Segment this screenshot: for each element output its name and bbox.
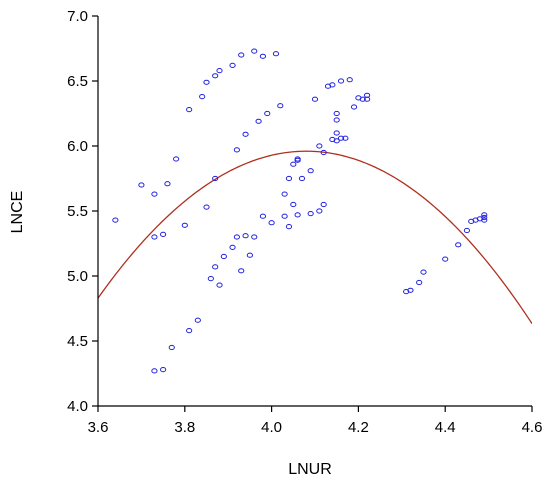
data-point (481, 214, 488, 221)
fit-curve-layer (98, 150, 532, 324)
data-point (337, 135, 345, 141)
data-point (290, 161, 297, 167)
data-point (333, 130, 340, 136)
data-point (346, 77, 353, 83)
x-tick-label: 3.6 (88, 419, 109, 436)
data-point (281, 191, 288, 197)
data-point (233, 234, 240, 240)
data-point (320, 201, 327, 208)
data-point (420, 269, 427, 275)
data-point (238, 268, 245, 274)
data-point (316, 143, 323, 149)
data-point (294, 156, 301, 162)
data-point (259, 213, 267, 219)
y-tick-label: 4.5 (67, 333, 88, 350)
data-point (151, 191, 158, 197)
data-point (186, 328, 193, 334)
data-point (329, 82, 336, 88)
data-point (285, 175, 293, 182)
data-point (251, 48, 258, 54)
data-point (481, 217, 488, 223)
y-tick-label: 4.0 (67, 398, 88, 415)
data-point (290, 201, 297, 208)
data-point (281, 213, 288, 219)
data-point (285, 224, 293, 230)
data-point (138, 182, 145, 188)
data-point (207, 276, 214, 282)
data-point (151, 368, 158, 374)
x-tick-label: 3.8 (174, 419, 195, 436)
data-point (316, 208, 323, 214)
data-point (160, 231, 167, 237)
data-point (342, 135, 349, 141)
data-point (350, 104, 358, 110)
data-point (212, 175, 219, 182)
y-tick-label: 5.0 (67, 268, 88, 285)
x-tick-label: 4.2 (348, 419, 369, 436)
data-point (363, 92, 371, 98)
data-point (242, 233, 249, 239)
y-tick-label: 7.0 (67, 8, 88, 25)
y-tick-label: 6.0 (67, 138, 88, 155)
data-point (229, 62, 236, 69)
data-point (264, 110, 271, 117)
data-point (212, 264, 219, 270)
data-point (216, 282, 223, 288)
data-point (216, 68, 223, 74)
data-point (268, 220, 275, 226)
axes-layer: 3.6 3.8 4.0 4.2 4.4 4.6 4.0 4.5 5.0 5.5 6.0 6.5 7.0 (67, 8, 542, 436)
data-point (311, 96, 319, 102)
data-point (333, 110, 340, 117)
data-point (238, 52, 245, 58)
data-point (442, 256, 449, 262)
y-tick-label: 6.5 (67, 73, 88, 90)
data-point (112, 217, 119, 223)
data-point (181, 222, 188, 228)
data-point (229, 244, 236, 250)
data-point (194, 317, 201, 323)
data-point (407, 287, 414, 293)
x-axis-label: LNUR (288, 461, 332, 478)
y-axis-label: LNCE (9, 191, 26, 234)
data-point (199, 94, 206, 100)
data-point (277, 103, 284, 109)
data-point (220, 253, 227, 260)
data-point (307, 211, 314, 217)
x-tick-label: 4.4 (435, 419, 456, 436)
data-point (233, 147, 240, 153)
x-tick-label: 4.0 (261, 419, 282, 436)
data-point (246, 252, 253, 258)
data-point (359, 96, 366, 102)
data-point (160, 367, 167, 373)
data-point (173, 156, 180, 162)
data-point (294, 212, 301, 218)
fit-curve (98, 150, 532, 324)
data-point (416, 279, 423, 286)
data-point (212, 73, 219, 79)
data-point (463, 227, 470, 234)
data-point (320, 149, 327, 156)
data-point (242, 131, 249, 137)
data-point (307, 168, 314, 174)
data-point (251, 234, 258, 240)
points-layer (112, 48, 488, 374)
data-point (481, 212, 488, 218)
data-point (455, 242, 462, 248)
data-point (203, 79, 210, 85)
data-point (298, 175, 306, 182)
data-point (333, 117, 340, 123)
data-point (168, 344, 175, 351)
data-point (186, 107, 193, 113)
data-point (255, 118, 262, 124)
data-point (164, 181, 171, 187)
data-point (259, 53, 267, 59)
data-point (333, 138, 340, 144)
data-point (272, 51, 280, 57)
y-tick-label: 5.5 (67, 203, 88, 220)
x-tick-label: 4.6 (522, 419, 543, 436)
data-point (337, 78, 345, 84)
data-point (203, 204, 210, 210)
data-point (151, 234, 158, 240)
